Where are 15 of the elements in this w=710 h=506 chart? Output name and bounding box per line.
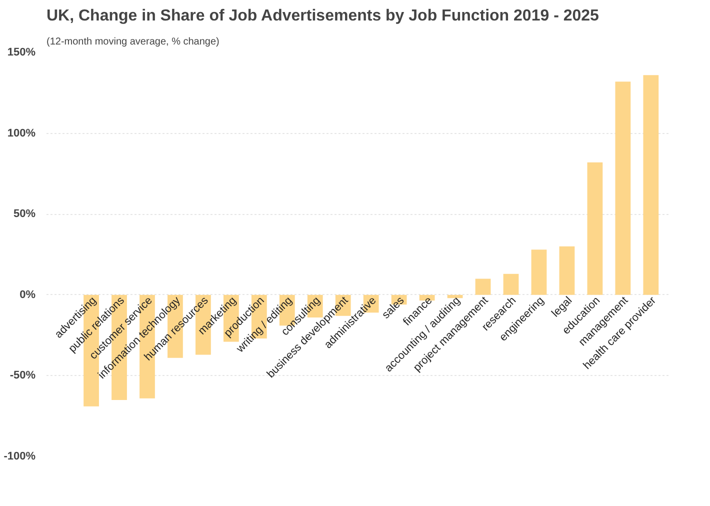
chart-title: UK, Change in Share of Job Advertisements by Job Function 2019 - 2025 (46, 8, 600, 24)
chart-subtitle: (12-month moving average, % change) (46, 36, 220, 48)
bar (587, 162, 603, 295)
bar (531, 250, 547, 295)
y-tick-label: -100% (4, 450, 36, 462)
bar (615, 82, 631, 295)
bar (475, 278, 491, 295)
bar (643, 75, 659, 295)
y-tick-label: 150% (7, 46, 36, 58)
bar (503, 274, 519, 295)
y-tick-label: 100% (7, 127, 36, 140)
y-tick-label: 50% (13, 208, 36, 220)
y-tick-label: -50% (10, 370, 36, 382)
bar (559, 246, 575, 295)
y-tick-label: 0% (20, 288, 36, 301)
